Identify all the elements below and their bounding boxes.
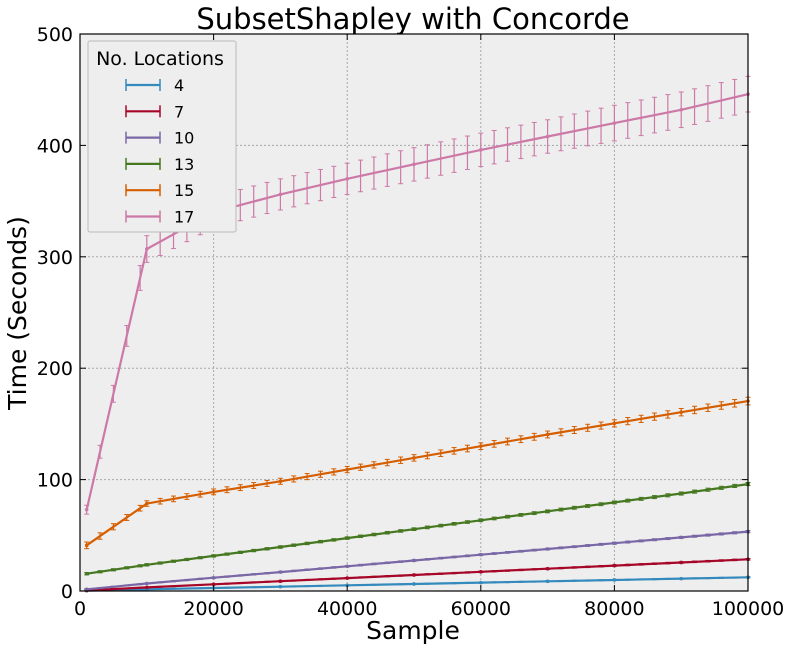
x-tick-label: 60000	[451, 598, 511, 620]
data-point	[412, 456, 416, 460]
data-point	[84, 587, 89, 592]
x-tick-label: 100000	[712, 598, 785, 620]
data-point	[278, 192, 283, 197]
y-tick-label: 300	[37, 247, 73, 269]
series-13	[84, 481, 751, 576]
data-point	[679, 535, 683, 540]
data-point	[145, 247, 149, 251]
data-point	[479, 552, 483, 557]
data-point	[145, 585, 149, 590]
data-point	[479, 444, 483, 448]
legend-title: No. Locations	[96, 48, 224, 70]
legend-label-15: 15	[174, 181, 194, 200]
data-point	[679, 560, 683, 565]
series-15	[84, 396, 751, 550]
data-point	[612, 121, 617, 125]
data-point	[679, 107, 683, 112]
data-point	[145, 501, 149, 506]
legend-box	[87, 40, 237, 233]
series-7	[84, 557, 751, 593]
data-point	[278, 570, 283, 574]
y-tick-label: 500	[37, 24, 73, 46]
data-point	[479, 518, 483, 523]
data-point	[278, 584, 283, 589]
data-point	[345, 564, 350, 569]
y-tick-label: 100	[37, 470, 73, 492]
legend-label-17: 17	[174, 208, 194, 227]
data-point	[145, 581, 149, 586]
series-10	[84, 529, 751, 592]
data-point	[412, 582, 416, 586]
legend-label-10: 10	[174, 129, 194, 148]
data-point	[545, 432, 550, 437]
data-point	[479, 570, 483, 574]
data-point	[211, 575, 216, 580]
x-tick-label: 40000	[317, 598, 377, 620]
y-tick-label: 0	[61, 581, 73, 603]
data-point	[545, 579, 550, 584]
data-point	[612, 578, 617, 582]
legend-label-13: 13	[174, 155, 194, 174]
data-point	[479, 580, 483, 585]
data-point	[211, 582, 216, 587]
data-point	[211, 554, 216, 558]
legend-label-7: 7	[174, 102, 184, 121]
data-point	[278, 479, 283, 484]
data-point	[545, 547, 550, 551]
data-point	[412, 162, 416, 167]
data-point	[545, 134, 550, 139]
data-point	[211, 490, 216, 494]
data-point	[479, 148, 483, 152]
data-point	[612, 563, 617, 568]
data-point	[345, 467, 350, 472]
data-point	[345, 536, 350, 540]
legend-label-4: 4	[174, 76, 184, 95]
data-point	[412, 527, 416, 531]
data-point	[412, 558, 416, 563]
data-point	[84, 571, 89, 576]
data-point	[612, 541, 617, 546]
data-point	[679, 576, 683, 581]
data-point	[84, 507, 89, 512]
x-tick-label: 80000	[584, 598, 644, 620]
y-axis-label: Time (Seconds)	[3, 216, 32, 411]
data-point	[145, 563, 149, 567]
x-tick-label: 0	[74, 598, 86, 620]
data-point	[412, 573, 416, 577]
data-point	[545, 566, 550, 571]
x-axis-label: Sample	[366, 616, 460, 645]
y-tick-label: 200	[37, 358, 73, 380]
data-point	[545, 509, 550, 514]
data-point	[612, 421, 617, 426]
x-tick-label: 20000	[183, 598, 243, 620]
data-point	[84, 543, 89, 548]
data-point	[278, 579, 283, 583]
chart-title: SubsetShapley with Concorde	[196, 2, 629, 36]
data-point	[679, 410, 683, 415]
legend: No. Locations 4 7 10 13 15 17	[87, 40, 237, 233]
plot-frame	[79, 33, 749, 592]
data-point	[345, 576, 350, 580]
data-point	[679, 491, 683, 496]
data-point	[345, 177, 350, 181]
data-point	[278, 545, 283, 549]
y-tick-label: 400	[37, 135, 73, 157]
data-point	[612, 500, 617, 505]
